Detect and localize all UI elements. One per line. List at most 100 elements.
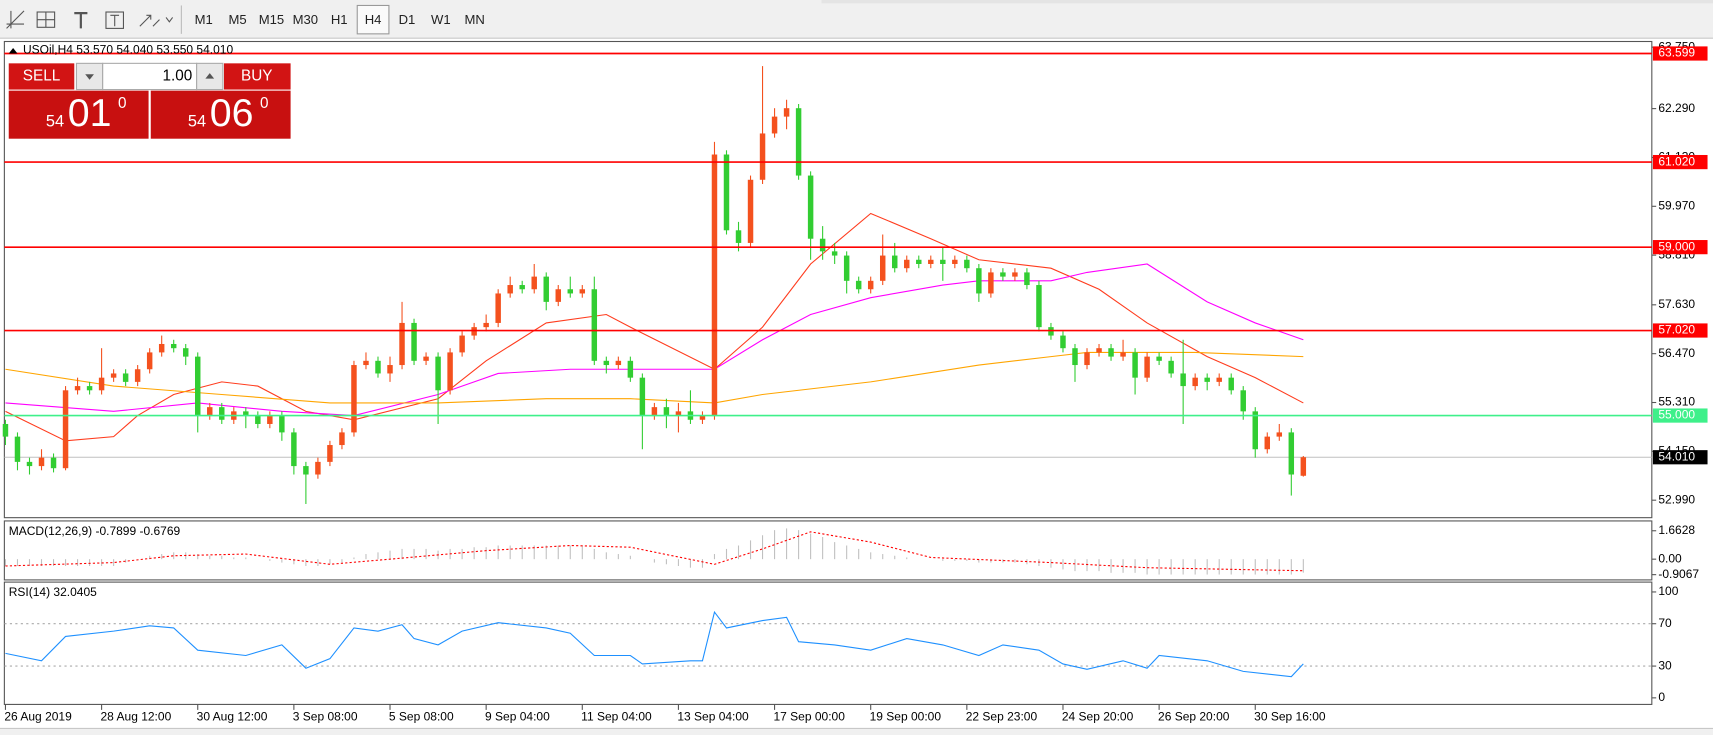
candle-body	[699, 415, 706, 420]
candle-body	[411, 322, 417, 361]
lot-input[interactable]	[102, 62, 198, 91]
candle-body	[110, 373, 117, 378]
timeframe-button[interactable]: MN	[464, 12, 484, 27]
candle-body	[399, 322, 405, 366]
candle-body	[1240, 390, 1246, 412]
crosshair-tool[interactable]	[6, 10, 25, 29]
candle-body	[195, 356, 201, 416]
bid-box[interactable]	[8, 90, 149, 139]
candle-body	[255, 415, 261, 424]
y-tick-label: 0.00	[1658, 551, 1682, 565]
candle-body	[1144, 356, 1150, 378]
macd-title: MACD(12,26,9) -0.7899 -0.6769	[9, 524, 181, 538]
candle-body	[267, 415, 273, 424]
candle-body	[1276, 432, 1283, 437]
text-tool[interactable]	[74, 12, 88, 29]
collapse-icon[interactable]	[8, 48, 18, 54]
candle-body	[651, 407, 658, 416]
bid-fraction: 0	[118, 95, 127, 112]
y-tick-label: 59.970	[1658, 198, 1695, 212]
candle-body	[964, 259, 970, 269]
candle-body	[363, 360, 369, 366]
level-label: 63.599	[1658, 46, 1695, 60]
candle-body	[1012, 272, 1018, 277]
ask-big: 54	[188, 113, 206, 131]
label-tool[interactable]	[105, 11, 124, 29]
candle-body	[170, 343, 177, 349]
candle-body	[543, 276, 549, 302]
candle-body	[98, 377, 105, 391]
candle-body	[976, 268, 982, 294]
candle-body	[711, 154, 718, 416]
rsi-title: RSI(14) 32.0405	[9, 585, 97, 599]
macd-signal-line	[5, 531, 1304, 572]
candle-body	[615, 360, 622, 366]
candle-body	[940, 259, 946, 264]
timeframe-button[interactable]: H1	[331, 12, 348, 27]
candle-body	[1216, 377, 1222, 382]
candle-body	[495, 293, 501, 323]
arrows-tool[interactable]	[139, 14, 174, 27]
y-tick-label: 56.470	[1658, 346, 1695, 360]
candle-body	[62, 390, 69, 469]
timeframe-button[interactable]: M15	[259, 12, 284, 27]
candle-body	[471, 327, 477, 336]
y-tick-label: 100	[1658, 584, 1678, 598]
timeframe-button[interactable]: D1	[399, 12, 416, 27]
candle-body	[904, 259, 910, 269]
timeframe-bar: M1 M5 M15 M30 H1 H4 D1 W1 MN	[195, 4, 485, 35]
candle-body	[315, 461, 321, 475]
candle-body	[339, 432, 345, 446]
candle-body	[747, 179, 754, 243]
plots: 63.75062.29061.13059.97058.81057.63056.4…	[2, 39, 1708, 724]
y-tick-label: 1.6628	[1658, 523, 1695, 537]
candle-body	[988, 272, 994, 294]
candle-body	[219, 407, 225, 420]
x-tick-label: 26 Aug 2019	[4, 710, 72, 724]
candle-body	[483, 322, 489, 328]
timeframe-button[interactable]: H4	[365, 12, 382, 27]
ask-box[interactable]	[150, 90, 291, 139]
y-tick-label: -0.9067	[1658, 567, 1699, 581]
bid-pips: 01	[68, 91, 112, 135]
toolbar	[0, 0, 1713, 39]
x-tick-label: 13 Sep 04:00	[677, 710, 749, 724]
timeframe-button[interactable]: M30	[293, 12, 318, 27]
x-tick-label: 17 Sep 00:00	[773, 710, 845, 724]
candle-body	[327, 445, 333, 462]
scrollbar	[0, 728, 1713, 735]
candle-body	[207, 407, 213, 416]
grid-tool[interactable]	[36, 11, 56, 28]
sell-button[interactable]	[8, 63, 75, 90]
level-label: 59.000	[1658, 239, 1695, 253]
x-tick-label: 30 Sep 16:00	[1254, 710, 1326, 724]
y-tick-label: 70	[1658, 616, 1672, 630]
moving-average	[5, 212, 1304, 442]
x-tick-label: 30 Aug 12:00	[197, 710, 268, 724]
candle-body	[807, 175, 814, 239]
candle-body	[591, 289, 598, 361]
candle-body	[531, 276, 537, 290]
candle-body	[567, 289, 574, 294]
level-label: 55.000	[1658, 408, 1695, 422]
candle-body	[1000, 272, 1006, 277]
x-tick-label: 22 Sep 23:00	[966, 710, 1038, 724]
y-tick-label: 52.990	[1658, 492, 1695, 506]
x-tick-label: 3 Sep 08:00	[293, 710, 358, 724]
candle-body	[387, 365, 393, 374]
timeframe-button[interactable]: W1	[431, 12, 451, 27]
candle-body	[1288, 432, 1295, 475]
buy-button[interactable]	[223, 63, 291, 90]
candle-body	[1264, 436, 1271, 450]
candle-body	[74, 386, 81, 391]
moving-average	[5, 263, 1304, 417]
timeframe-button[interactable]: M5	[229, 12, 247, 27]
x-tick-label: 28 Aug 12:00	[101, 710, 172, 724]
lot-value: 1.00	[163, 67, 193, 84]
candle-body	[435, 356, 441, 391]
candle-body	[375, 360, 381, 374]
x-tick-label: 19 Sep 00:00	[870, 710, 942, 724]
timeframe-button[interactable]: M1	[195, 12, 213, 27]
candle-body	[303, 466, 309, 475]
rsi-panel	[3, 581, 1653, 705]
